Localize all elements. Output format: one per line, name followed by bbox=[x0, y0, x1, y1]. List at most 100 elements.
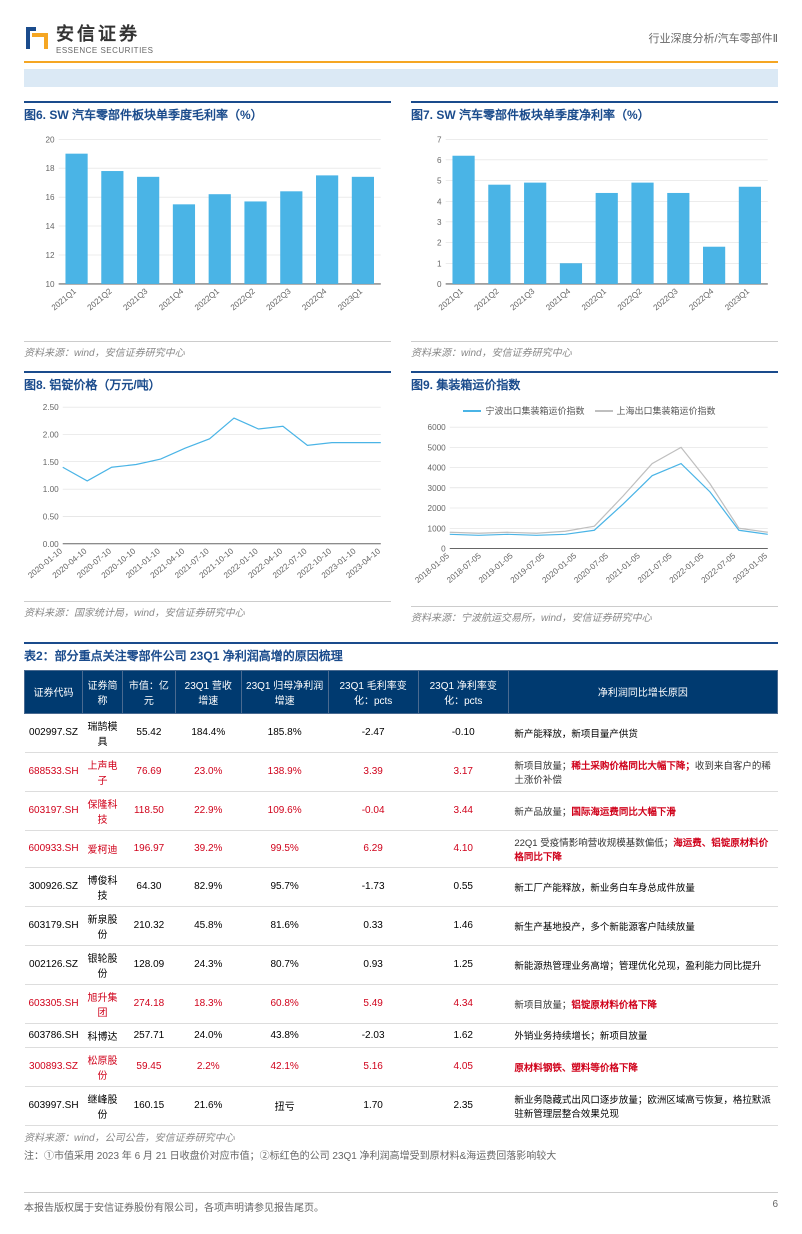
svg-text:2021Q2: 2021Q2 bbox=[86, 286, 114, 312]
table-row: 300926.SZ博俊科技64.3082.9%95.7%-1.730.55新工厂… bbox=[25, 867, 778, 906]
table-header-cell: 23Q1 毛利率变化：pcts bbox=[328, 670, 418, 713]
fig7-title: 图7. SW 汽车零部件板块单季度净利率（%） bbox=[411, 101, 778, 123]
table-row: 600933.SH爱柯迪196.9739.2%99.5%6.294.1022Q1… bbox=[25, 830, 778, 867]
table-row: 603305.SH旭升集团274.1818.3%60.8%5.494.34新项目… bbox=[25, 984, 778, 1023]
table-row: 603179.SH新泉股份210.3245.8%81.6%0.331.46新生产… bbox=[25, 906, 778, 945]
table-row: 002126.SZ银轮股份128.0924.3%80.7%0.931.25新能源… bbox=[25, 945, 778, 984]
svg-text:2021Q2: 2021Q2 bbox=[473, 286, 501, 312]
footer-page-number: 6 bbox=[772, 1199, 778, 1214]
table-cell: 160.15 bbox=[122, 1086, 175, 1125]
svg-text:2023Q1: 2023Q1 bbox=[336, 286, 364, 312]
legend-item: 上海出口集装箱运价指数 bbox=[595, 404, 716, 417]
table-cell: 42.1% bbox=[241, 1047, 328, 1086]
page-footer: 本报告版权属于安信证券股份有限公司，各项声明请参见报告尾页。 6 bbox=[24, 1192, 778, 1214]
table-cell: 109.6% bbox=[241, 791, 328, 830]
table-cell: 21.6% bbox=[175, 1086, 241, 1125]
svg-text:6000: 6000 bbox=[428, 424, 447, 433]
table-cell: 196.97 bbox=[122, 830, 175, 867]
svg-text:14: 14 bbox=[46, 222, 56, 231]
table-header-row: 证券代码证券简称市值：亿元23Q1 营收增速23Q1 归母净利润增速23Q1 毛… bbox=[25, 670, 778, 713]
table-cell: 1.70 bbox=[328, 1086, 418, 1125]
svg-text:2022Q4: 2022Q4 bbox=[300, 286, 328, 312]
svg-text:2021Q4: 2021Q4 bbox=[544, 286, 572, 312]
table-cell: -0.04 bbox=[328, 791, 418, 830]
table-cell: 3.39 bbox=[328, 752, 418, 791]
table-cell: 603997.SH bbox=[25, 1086, 83, 1125]
fig9-block: 图9. 集装箱运价指数 宁波出口集装箱运价指数上海出口集装箱运价指数 01000… bbox=[411, 371, 778, 624]
svg-text:2023-01-05: 2023-01-05 bbox=[731, 551, 769, 585]
table-cell: 原材料钢铁、塑料等价格下降 bbox=[508, 1047, 777, 1086]
table-cell: 5.16 bbox=[328, 1047, 418, 1086]
table-cell: -0.10 bbox=[418, 713, 508, 752]
table-cell: 39.2% bbox=[175, 830, 241, 867]
table-cell: 瑞鹄模具 bbox=[83, 713, 123, 752]
table-cell: 3.44 bbox=[418, 791, 508, 830]
logo-icon bbox=[24, 25, 50, 51]
table-cell: 24.3% bbox=[175, 945, 241, 984]
table-cell: 旭升集团 bbox=[83, 984, 123, 1023]
fig8-source: 资料来源：国家统计局，wind，安信证券研究中心 bbox=[24, 601, 391, 619]
table-cell: 118.50 bbox=[122, 791, 175, 830]
svg-text:2021Q3: 2021Q3 bbox=[121, 286, 149, 312]
table-cell: 603786.SH bbox=[25, 1023, 83, 1047]
table-cell: 603305.SH bbox=[25, 984, 83, 1023]
table-cell: 4.05 bbox=[418, 1047, 508, 1086]
table-cell: 新产品放量；国际海运费同比大幅下滑 bbox=[508, 791, 777, 830]
table-cell: 新工厂产能释放，新业务白车身总成件放量 bbox=[508, 867, 777, 906]
fig7-source: 资料来源：wind，安信证券研究中心 bbox=[411, 341, 778, 359]
svg-text:20: 20 bbox=[46, 135, 56, 144]
svg-text:12: 12 bbox=[46, 251, 56, 260]
table-row: 603786.SH科博达257.7124.0%43.8%-2.031.62外销业… bbox=[25, 1023, 778, 1047]
table-cell: 600933.SH bbox=[25, 830, 83, 867]
table-title: 表2：部分重点关注零部件公司 23Q1 净利润高增的原因梳理 bbox=[24, 642, 778, 664]
table-cell: 99.5% bbox=[241, 830, 328, 867]
table-cell: 603197.SH bbox=[25, 791, 83, 830]
table-cell: 爱柯迪 bbox=[83, 830, 123, 867]
svg-text:1000: 1000 bbox=[428, 525, 447, 534]
fig6-title: 图6. SW 汽车零部件板块单季度毛利率（%） bbox=[24, 101, 391, 123]
table-cell: 76.69 bbox=[122, 752, 175, 791]
table-cell: 博俊科技 bbox=[83, 867, 123, 906]
table-cell: 2.35 bbox=[418, 1086, 508, 1125]
table-cell: 64.30 bbox=[122, 867, 175, 906]
fig7-chart: 012345672021Q12021Q22021Q32021Q42022Q120… bbox=[411, 129, 778, 333]
table-cell: 210.32 bbox=[122, 906, 175, 945]
table-cell: 新项目放量；稀土采购价格同比大幅下降；收到来自客户的稀土涨价补偿 bbox=[508, 752, 777, 791]
table-cell: 新泉股份 bbox=[83, 906, 123, 945]
table-cell: -1.73 bbox=[328, 867, 418, 906]
table-cell: 1.62 bbox=[418, 1023, 508, 1047]
svg-text:1: 1 bbox=[437, 259, 442, 268]
table-cell: -2.47 bbox=[328, 713, 418, 752]
table-cell: 上声电子 bbox=[83, 752, 123, 791]
data-table: 证券代码证券简称市值：亿元23Q1 营收增速23Q1 归母净利润增速23Q1 毛… bbox=[24, 670, 778, 1126]
table-cell: 81.6% bbox=[241, 906, 328, 945]
table-cell: 1.25 bbox=[418, 945, 508, 984]
table-cell: 128.09 bbox=[122, 945, 175, 984]
legend-item: 宁波出口集装箱运价指数 bbox=[463, 404, 584, 417]
table-cell: 59.45 bbox=[122, 1047, 175, 1086]
svg-text:5: 5 bbox=[437, 177, 442, 186]
table-cell: 5.49 bbox=[328, 984, 418, 1023]
table-cell: 55.42 bbox=[122, 713, 175, 752]
table-cell: 银轮股份 bbox=[83, 945, 123, 984]
table-cell: 新产能释放，新项目量产供货 bbox=[508, 713, 777, 752]
table-cell: 45.8% bbox=[175, 906, 241, 945]
svg-text:3000: 3000 bbox=[428, 484, 447, 493]
fig8-block: 图8. 铝锭价格（万元/吨） 0.000.501.001.502.002.502… bbox=[24, 371, 391, 624]
svg-text:6: 6 bbox=[437, 156, 442, 165]
svg-text:2.50: 2.50 bbox=[43, 403, 59, 412]
table-cell: 松原股份 bbox=[83, 1047, 123, 1086]
table-cell: 新能源热管理业务高增；管理优化兑现，盈利能力同比提升 bbox=[508, 945, 777, 984]
table-cell: 300926.SZ bbox=[25, 867, 83, 906]
svg-text:2: 2 bbox=[437, 239, 442, 248]
table-cell: 002997.SZ bbox=[25, 713, 83, 752]
svg-text:0: 0 bbox=[437, 280, 442, 289]
table-cell: 科博达 bbox=[83, 1023, 123, 1047]
table-cell: 0.93 bbox=[328, 945, 418, 984]
svg-text:2022Q2: 2022Q2 bbox=[229, 286, 257, 312]
table-cell: 24.0% bbox=[175, 1023, 241, 1047]
svg-text:16: 16 bbox=[46, 193, 56, 202]
svg-text:18: 18 bbox=[46, 164, 56, 173]
logo: 安信证券 ESSENCE SECURITIES bbox=[24, 20, 153, 55]
fig9-title: 图9. 集装箱运价指数 bbox=[411, 371, 778, 393]
